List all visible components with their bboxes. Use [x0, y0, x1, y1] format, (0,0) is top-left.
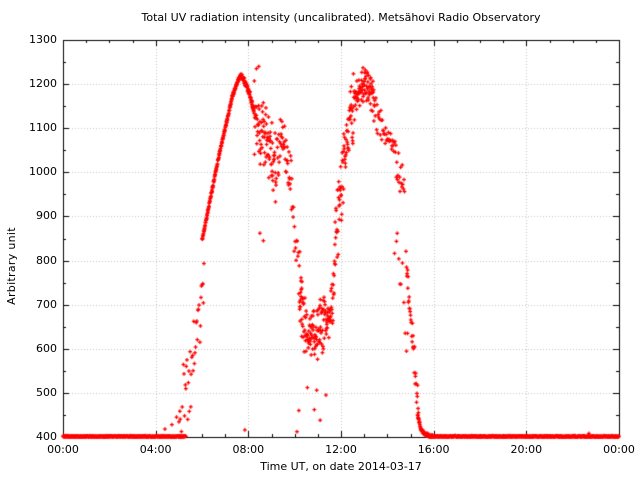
y-tick-label: 800: [36, 253, 57, 267]
y-tick-label: 700: [36, 297, 57, 311]
x-tick-label: 12:00: [325, 443, 357, 456]
x-tick-label: 16:00: [417, 443, 450, 456]
y-tick-label: 400: [36, 430, 57, 443]
y-tick-label: 1000: [29, 165, 57, 179]
x-tick-label: 20:00: [510, 443, 543, 456]
x-tick-label: 00:00: [603, 443, 635, 456]
y-tick-label: 1300: [29, 33, 57, 46]
x-tick-label: 04:00: [139, 443, 172, 456]
x-axis-title: Time UT, on date 2014-03-17: [260, 460, 422, 473]
x-tick-label: 08:00: [232, 443, 265, 456]
y-tick-label: 1200: [29, 77, 57, 91]
y-tick-label: 900: [36, 209, 57, 223]
chart-title: Total UV radiation intensity (uncalibrat…: [141, 11, 541, 24]
y-tick-label: 1100: [29, 121, 57, 135]
y-tick-label: 600: [36, 341, 57, 355]
y-tick-label: 500: [36, 385, 57, 399]
x-tick-label: 00:00: [47, 443, 79, 456]
